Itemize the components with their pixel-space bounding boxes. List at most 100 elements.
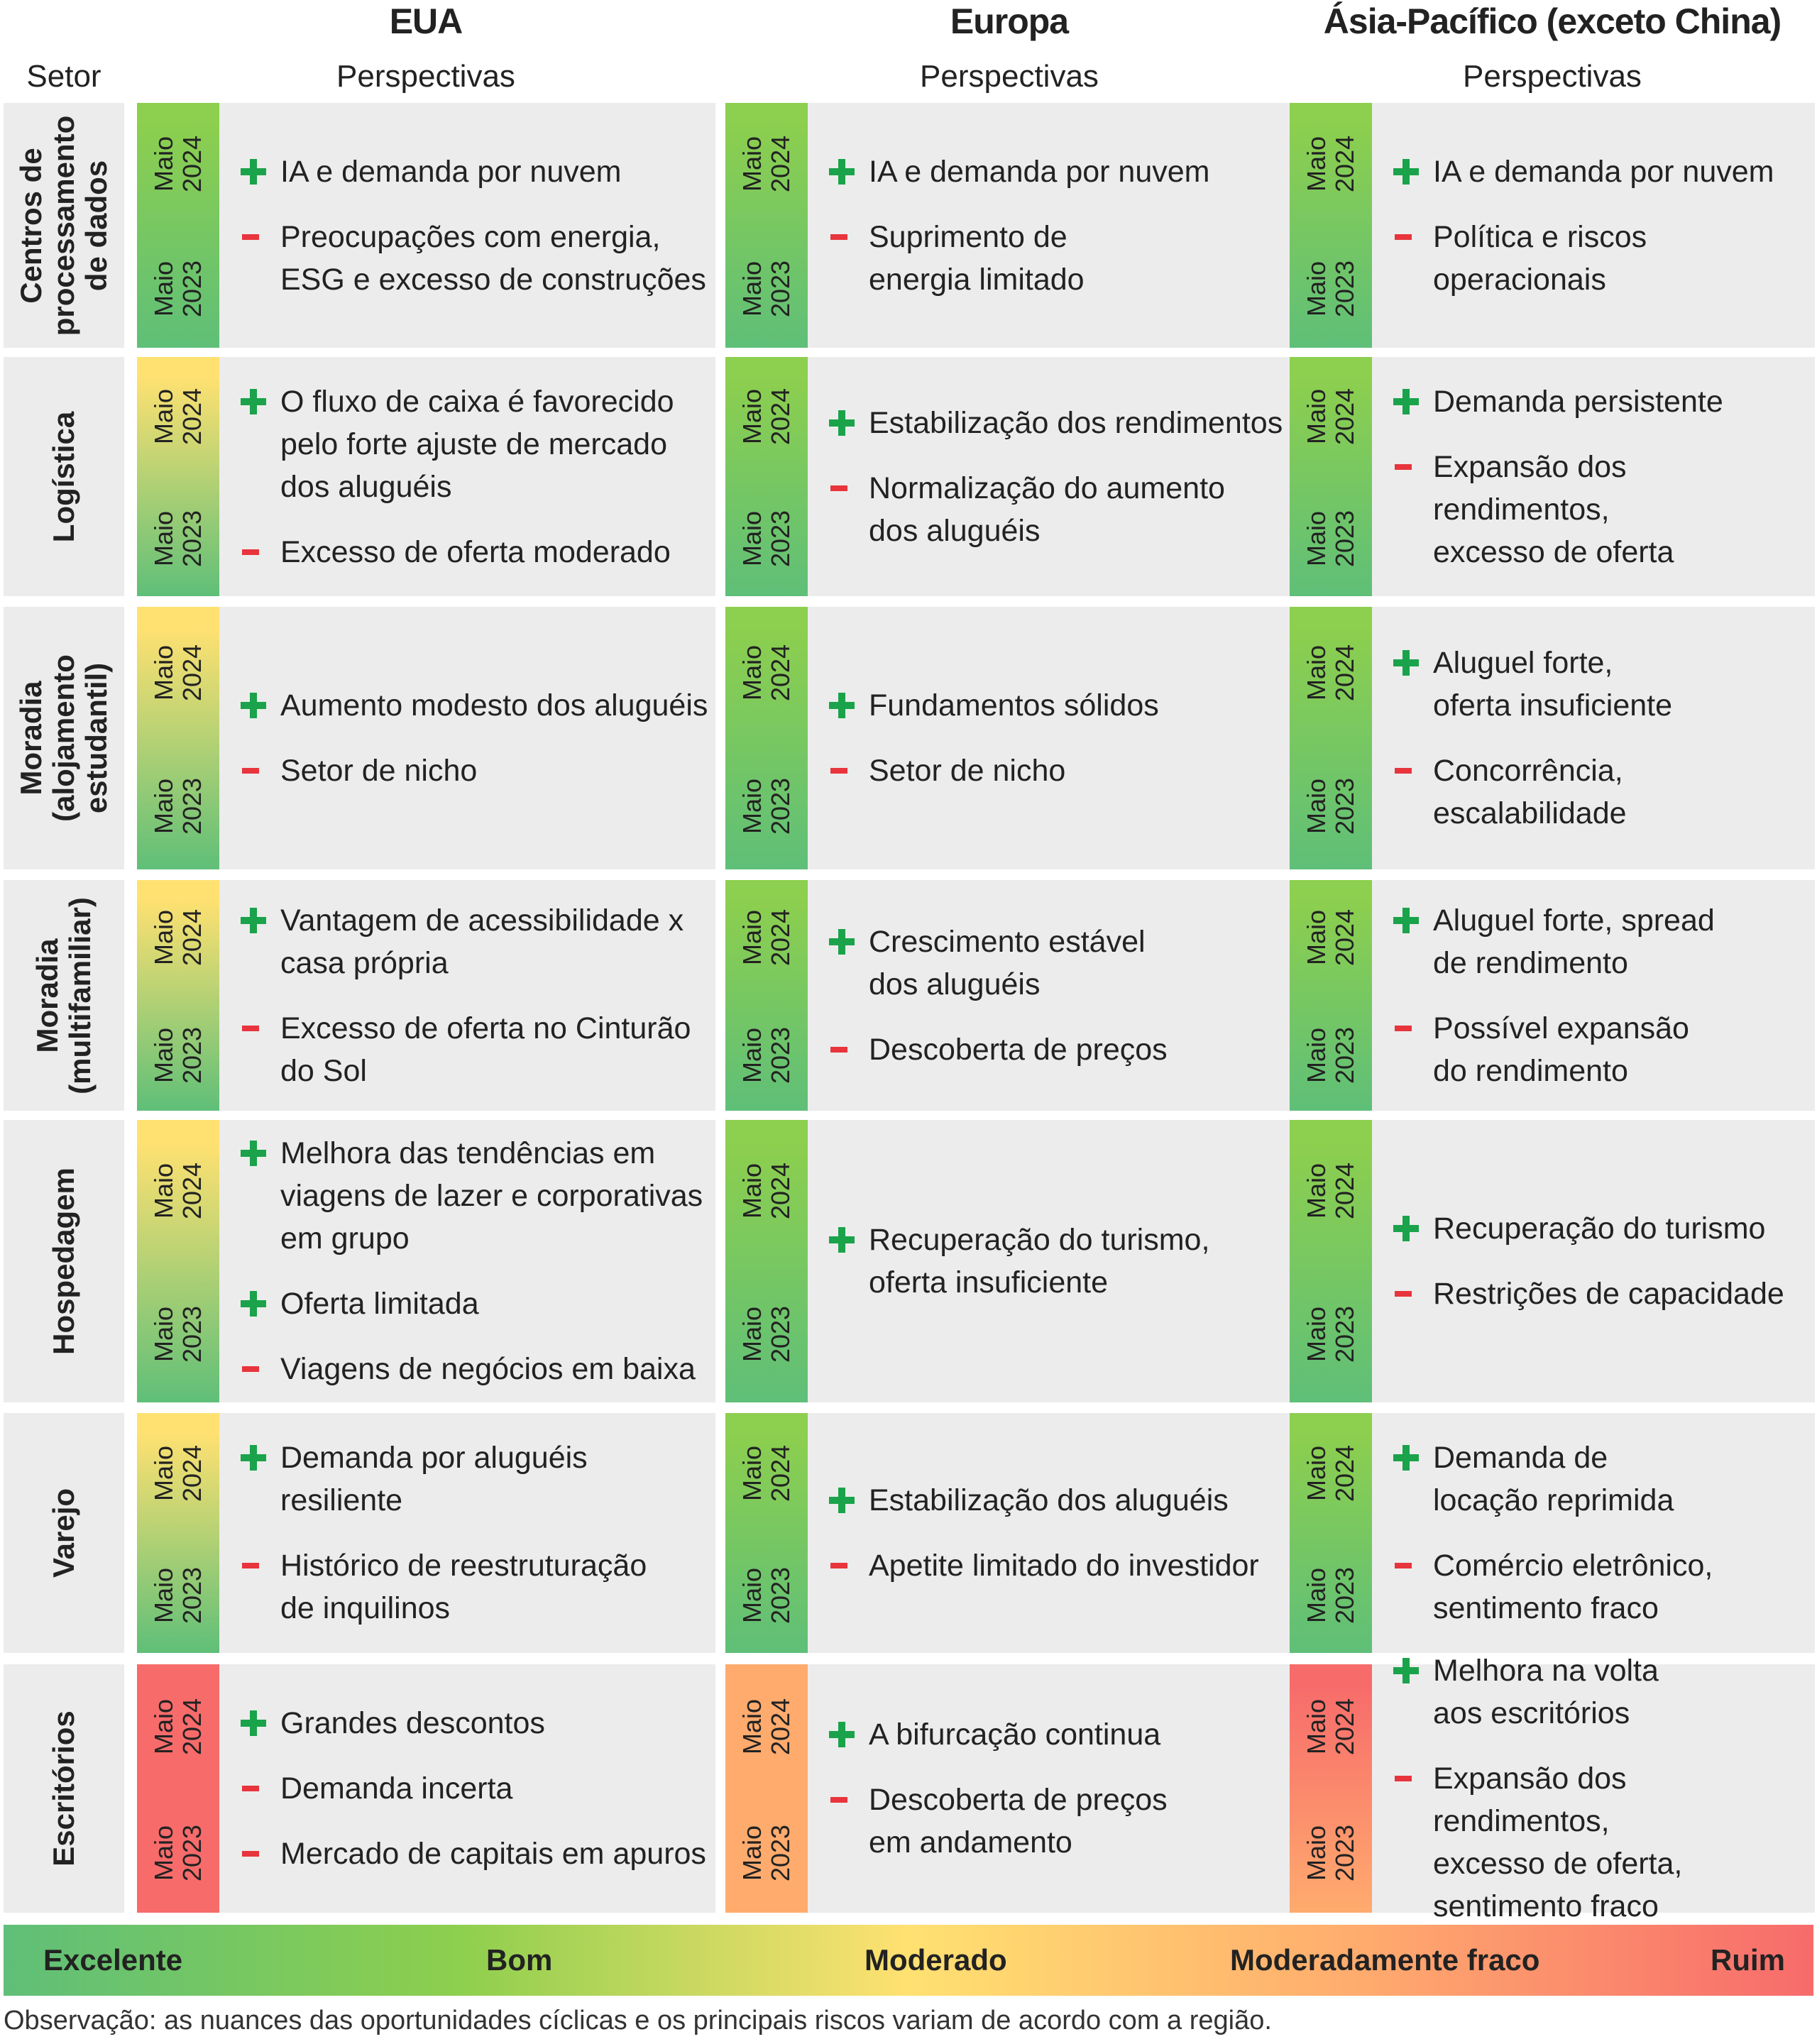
period-label-2024: Maio 2024 xyxy=(149,644,207,701)
period-label-2023: Maio 2023 xyxy=(1302,1306,1359,1363)
item-text: Estabilização dos rendimentos xyxy=(869,405,1283,440)
item-text: Melhora na volta aos escritórios xyxy=(1433,1654,1659,1730)
outlook-cell: Maio 2024 Maio 2023 Melhora na volta aos e… xyxy=(1290,1654,1815,1923)
item-text: Setor de nicho xyxy=(869,754,1066,788)
plus-icon xyxy=(1389,899,1420,942)
sector-row-label: Logística xyxy=(4,357,124,596)
rating-legend: Excelente Bom Moderado Moderadamente fra… xyxy=(4,1925,1813,1996)
region-title-europa: Europa xyxy=(950,1,1069,41)
plus-icon xyxy=(825,402,856,444)
item-text: Aluguel forte, spread de rendimento xyxy=(1433,903,1715,980)
period-label-2023: Maio 2023 xyxy=(149,260,207,318)
plus-icon xyxy=(825,1479,856,1522)
item-text: Oferta limitada xyxy=(280,1287,479,1321)
sector-row-label: Moradia (alojamento estudantil) xyxy=(4,607,124,869)
period-label-2023: Maio 2023 xyxy=(737,1824,795,1882)
item-text: IA e demanda por nuvem xyxy=(1433,154,1774,189)
outlook-cell: Maio 2024 Maio 2023 Estabilização dos alug… xyxy=(725,1413,1293,1653)
opportunity-item: O fluxo de caixa é favorecido pelo forte… xyxy=(236,380,710,508)
sector-name: Moradia (alojamento estudantil) xyxy=(14,654,113,822)
outlook-items: Grandes descontos Demanda incerta Mercado … xyxy=(236,1664,710,1913)
item-text: Preocupações com energia, ESG e excesso … xyxy=(280,219,706,297)
risk-item: Setor de nicho xyxy=(825,749,1288,792)
rating-bar: Maio 2024 Maio 2023 xyxy=(725,1120,808,1402)
minus-icon xyxy=(1389,749,1420,792)
period-label-2023: Maio 2023 xyxy=(149,1306,207,1363)
sector-row-label: Escritórios xyxy=(4,1664,124,1913)
period-label-2023: Maio 2023 xyxy=(1302,1026,1359,1084)
outlook-items: A bifurcação continua Descoberta de preço… xyxy=(825,1664,1288,1913)
opportunity-item: Melhora das tendências em viagens de laz… xyxy=(236,1132,710,1260)
header-setor: Setor xyxy=(26,59,101,94)
item-text: Estabilização dos aluguéis xyxy=(869,1483,1229,1517)
period-label-2024: Maio 2024 xyxy=(1302,1162,1359,1219)
period-label-2024: Maio 2024 xyxy=(1302,1444,1359,1502)
risk-item: Restrições de capacidade xyxy=(1389,1273,1809,1315)
risk-item: Demanda incerta xyxy=(236,1767,710,1810)
minus-icon xyxy=(825,749,856,792)
risk-item: Descoberta de preços em andamento xyxy=(825,1779,1288,1864)
outlook-items: Fundamentos sólidos Setor de nicho xyxy=(825,607,1288,869)
minus-icon xyxy=(1389,1273,1420,1315)
region-title-eua: EUA xyxy=(389,1,463,41)
item-text: Suprimento de energia limitado xyxy=(869,219,1085,297)
minus-icon xyxy=(1389,1007,1420,1050)
outlook-items: Melhora na volta aos escritórios Expansão… xyxy=(1389,1654,1809,1923)
opportunity-item: Recuperação do turismo, oferta insuficie… xyxy=(825,1219,1288,1304)
item-text: IA e demanda por nuvem xyxy=(280,154,622,189)
sector-name: Centros de processamento de dados xyxy=(14,115,113,336)
period-label-2024: Maio 2024 xyxy=(149,388,207,446)
period-label-2024: Maio 2024 xyxy=(737,1444,795,1502)
minus-icon xyxy=(236,1833,268,1875)
item-text: O fluxo de caixa é favorecido pelo forte… xyxy=(280,384,674,504)
item-text: Expansão dos rendimentos, excesso de ofe… xyxy=(1433,449,1674,569)
outlook-items: IA e demanda por nuvem Suprimento de ener… xyxy=(825,103,1288,348)
outlook-cell: Maio 2024 Maio 2023 Demanda de locação rep… xyxy=(1290,1413,1815,1653)
period-label-2024: Maio 2024 xyxy=(737,388,795,446)
minus-icon xyxy=(825,1544,856,1587)
opportunity-item: IA e demanda por nuvem xyxy=(236,150,710,193)
plus-icon xyxy=(825,1219,856,1261)
rating-bar: Maio 2024 Maio 2023 xyxy=(137,103,219,348)
outlook-cell: Maio 2024 Maio 2023 Melhora das tendências… xyxy=(137,1120,715,1402)
item-text: A bifurcação continua xyxy=(869,1718,1161,1752)
opportunity-item: Estabilização dos aluguéis xyxy=(825,1479,1288,1522)
plus-icon xyxy=(236,1132,268,1175)
risk-item: Descoberta de preços xyxy=(825,1028,1288,1071)
risk-item: Preocupações com energia, ESG e excesso … xyxy=(236,216,710,301)
item-text: Fundamentos sólidos xyxy=(869,688,1159,722)
risk-item: Excesso de oferta moderado xyxy=(236,531,710,573)
rating-bar: Maio 2024 Maio 2023 xyxy=(725,1413,808,1653)
period-label-2024: Maio 2024 xyxy=(1302,1698,1359,1755)
perspectivas-asia-pacifico: Perspectivas xyxy=(1463,59,1642,94)
opportunity-item: Fundamentos sólidos xyxy=(825,684,1288,727)
period-label-2023: Maio 2023 xyxy=(737,778,795,835)
sector-name: Varejo xyxy=(47,1488,80,1578)
outlook-cell: Maio 2024 Maio 2023 IA e demanda por nuvem… xyxy=(137,103,715,348)
item-text: Histórico de reestruturação de inquilino… xyxy=(280,1549,647,1625)
item-text: Demanda por aluguéis resiliente xyxy=(280,1441,588,1517)
item-text: Normalização do aumento dos aluguéis xyxy=(869,471,1225,548)
plus-icon xyxy=(1389,1207,1420,1250)
sector-name: Logística xyxy=(47,411,80,542)
outlook-cell: Maio 2024 Maio 2023 Fundamentos sólidos Set… xyxy=(725,607,1293,869)
minus-icon xyxy=(236,1007,268,1050)
sector-name: Escritórios xyxy=(47,1710,80,1867)
plus-icon xyxy=(236,1702,268,1744)
period-label-2024: Maio 2024 xyxy=(149,1444,207,1502)
period-label-2024: Maio 2024 xyxy=(737,1698,795,1755)
risk-item: Expansão dos rendimentos, excesso de ofe… xyxy=(1389,446,1809,573)
plus-icon xyxy=(1389,1436,1420,1479)
opportunity-item: Demanda persistente xyxy=(1389,380,1809,423)
minus-icon xyxy=(1389,1544,1420,1587)
risk-item: Comércio eletrônico, sentimento fraco xyxy=(1389,1544,1809,1630)
rating-bar: Maio 2024 Maio 2023 xyxy=(1290,607,1372,869)
plus-icon xyxy=(1389,150,1420,193)
period-label-2024: Maio 2024 xyxy=(737,644,795,701)
outlook-items: Demanda persistente Expansão dos rendimen… xyxy=(1389,357,1809,596)
item-text: Mercado de capitais em apuros xyxy=(280,1837,706,1871)
opportunity-item: A bifurcação continua xyxy=(825,1713,1288,1756)
opportunity-item: Aumento modesto dos aluguéis xyxy=(236,684,710,727)
period-label-2023: Maio 2023 xyxy=(149,778,207,835)
risk-item: Política e riscos operacionais xyxy=(1389,216,1809,301)
